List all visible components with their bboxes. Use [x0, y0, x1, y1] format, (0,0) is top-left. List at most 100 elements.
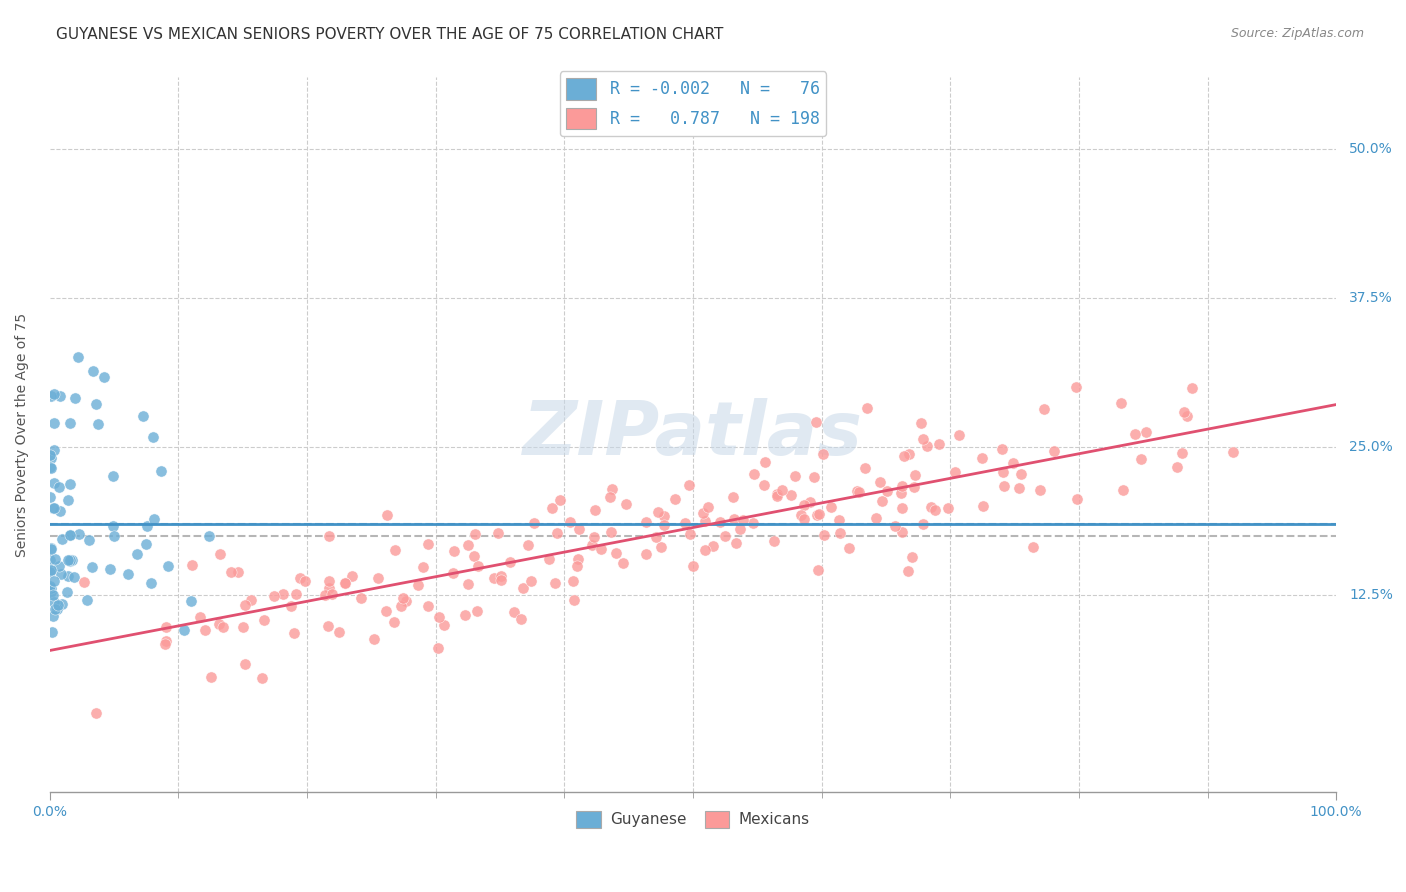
Text: 25.0%: 25.0% — [1350, 440, 1393, 454]
Point — [427, 609, 450, 624]
Point — [200, 670, 222, 684]
Point — [697, 500, 720, 515]
Point — [103, 529, 125, 543]
Point — [948, 427, 970, 442]
Point — [890, 479, 912, 493]
Point — [384, 542, 406, 557]
Point — [1029, 483, 1052, 497]
Point — [1008, 481, 1031, 495]
Point — [779, 488, 801, 502]
Point — [762, 534, 785, 549]
Point — [432, 617, 454, 632]
Point — [467, 558, 489, 573]
Point — [82, 364, 104, 378]
Point — [39, 585, 62, 599]
Point — [318, 618, 340, 632]
Point — [865, 511, 887, 525]
Point — [820, 500, 842, 514]
Point — [1010, 467, 1032, 481]
Point — [730, 522, 752, 536]
Point — [194, 623, 217, 637]
Point — [392, 591, 415, 606]
Point — [59, 553, 82, 567]
Point — [1222, 445, 1244, 459]
Point — [389, 599, 412, 613]
Point — [239, 593, 262, 607]
Point — [1123, 426, 1146, 441]
Point — [605, 546, 627, 560]
Point — [56, 585, 79, 599]
Point — [49, 504, 72, 518]
Point — [943, 465, 966, 479]
Point — [599, 490, 621, 504]
Point — [39, 553, 62, 567]
Point — [600, 483, 623, 497]
Point — [583, 530, 606, 544]
Point — [294, 574, 316, 588]
Point — [340, 569, 363, 583]
Point — [848, 485, 870, 500]
Point — [1135, 425, 1157, 440]
Point — [793, 511, 815, 525]
Point — [520, 574, 543, 588]
Point — [457, 577, 479, 591]
Point — [891, 525, 914, 540]
Point — [581, 538, 603, 552]
Point — [382, 615, 405, 629]
Point — [48, 559, 70, 574]
Point — [910, 416, 932, 430]
Point — [1166, 459, 1188, 474]
Point — [993, 479, 1015, 493]
Point — [1175, 409, 1198, 424]
Point — [793, 499, 815, 513]
Point — [744, 467, 766, 481]
Point — [48, 480, 70, 494]
Point — [271, 587, 294, 601]
Point — [59, 416, 82, 430]
Point — [233, 657, 256, 672]
Legend: Guyanese, Mexicans: Guyanese, Mexicans — [571, 805, 815, 834]
Point — [375, 508, 398, 522]
Point — [803, 469, 825, 483]
Point — [412, 560, 434, 574]
Point — [486, 526, 509, 541]
Point — [541, 500, 564, 515]
Point — [692, 507, 714, 521]
Point — [612, 557, 634, 571]
Point — [42, 501, 65, 516]
Text: ZIPatlas: ZIPatlas — [523, 398, 863, 471]
Point — [673, 516, 696, 530]
Point — [103, 519, 125, 533]
Point — [318, 581, 340, 595]
Point — [427, 640, 450, 655]
Point — [546, 526, 568, 541]
Point — [911, 516, 934, 531]
Point — [489, 569, 512, 583]
Point — [785, 469, 807, 483]
Point — [537, 552, 560, 566]
Point — [721, 490, 744, 504]
Point — [807, 508, 830, 522]
Point — [828, 513, 851, 527]
Point — [45, 601, 67, 615]
Point — [46, 598, 69, 612]
Point — [263, 590, 285, 604]
Point — [544, 576, 567, 591]
Point — [589, 541, 612, 556]
Point — [693, 514, 716, 528]
Point — [100, 562, 122, 576]
Point — [101, 469, 124, 483]
Point — [56, 493, 79, 508]
Point — [41, 625, 63, 640]
Point — [1171, 446, 1194, 460]
Point — [695, 542, 717, 557]
Point — [678, 477, 700, 491]
Point — [972, 499, 994, 513]
Point — [363, 632, 385, 647]
Point — [314, 588, 336, 602]
Point — [890, 486, 912, 500]
Point — [928, 437, 950, 451]
Point — [67, 350, 90, 364]
Point — [233, 598, 256, 612]
Point — [441, 566, 464, 580]
